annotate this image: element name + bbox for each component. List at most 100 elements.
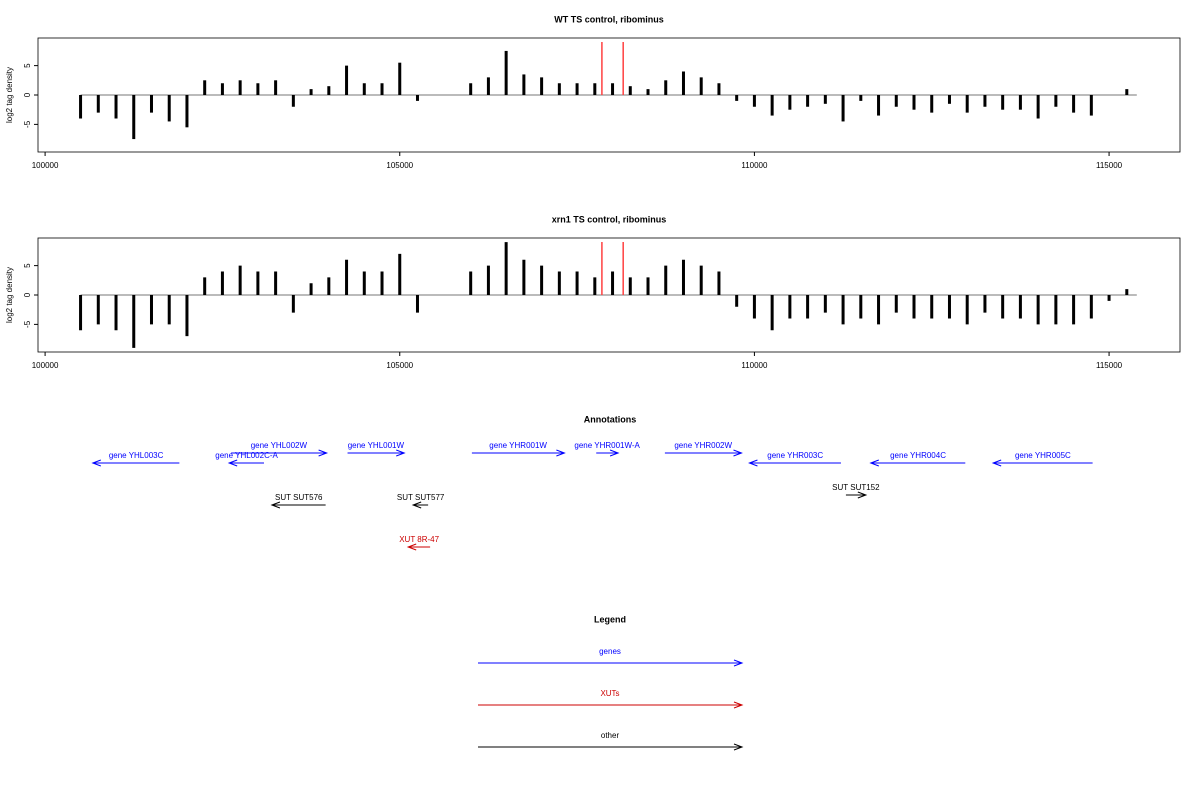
bar <box>965 95 969 113</box>
bar <box>291 295 295 313</box>
bar <box>770 295 774 331</box>
bar <box>930 95 934 113</box>
bar <box>841 295 845 325</box>
feature-arrow-head <box>227 459 238 467</box>
bar <box>912 95 916 110</box>
bar <box>1036 295 1040 325</box>
y-tick-label: -5 <box>23 320 32 328</box>
bar <box>345 259 349 295</box>
bar <box>1072 95 1076 113</box>
bar <box>274 271 278 295</box>
bar <box>947 295 951 319</box>
bar <box>646 89 650 95</box>
bar <box>664 80 668 95</box>
bar <box>238 80 242 95</box>
bar <box>770 95 774 116</box>
feature-label: SUT SUT576 <box>275 493 323 502</box>
feature-arrow-head <box>991 459 1002 467</box>
bar <box>947 95 951 104</box>
bar <box>167 95 171 122</box>
bar <box>522 74 526 95</box>
bar <box>1125 289 1129 295</box>
feature-arrow-head <box>869 459 879 467</box>
bar <box>540 77 544 95</box>
bar <box>1018 295 1022 319</box>
y-tick-label: -5 <box>23 120 32 128</box>
bar <box>345 65 349 95</box>
bar <box>752 95 756 107</box>
bar <box>362 271 366 295</box>
bar <box>752 295 756 319</box>
bar <box>628 277 632 295</box>
bar <box>1001 95 1005 110</box>
feature-arrow-head <box>318 449 329 457</box>
bar <box>469 83 473 95</box>
y-tick-label: 0 <box>23 292 32 297</box>
x-tick-label: 105000 <box>386 161 413 170</box>
bar <box>965 295 969 325</box>
feature-arrow-head <box>91 459 102 467</box>
legend-label: genes <box>599 647 621 656</box>
feature-label: gene YHR004C <box>890 451 946 460</box>
bar <box>664 265 668 295</box>
y-tick-label: 0 <box>23 92 32 97</box>
bar <box>557 271 561 295</box>
bar <box>327 86 331 95</box>
bar <box>504 50 508 95</box>
bar <box>859 95 863 101</box>
bar <box>628 86 632 95</box>
legend-arrow-head <box>733 743 744 751</box>
bar <box>699 77 703 95</box>
bar <box>1054 95 1058 107</box>
bar <box>611 271 615 295</box>
bar <box>114 95 118 119</box>
bar <box>681 259 685 295</box>
bar <box>575 271 579 295</box>
bar <box>79 95 83 119</box>
x-tick-label: 110000 <box>741 161 768 170</box>
bar <box>1001 295 1005 319</box>
feature-label: gene YHR001W <box>489 441 547 450</box>
feature-arrow-head <box>411 501 422 509</box>
bar <box>540 265 544 295</box>
bar <box>1125 89 1129 95</box>
bar <box>486 77 490 95</box>
legend-arrow-head <box>733 701 744 709</box>
bar <box>1036 95 1040 119</box>
bar <box>327 277 331 295</box>
bar <box>735 95 739 101</box>
bar <box>1072 295 1076 325</box>
bar <box>132 295 136 348</box>
feature-label: gene YHL001W <box>348 441 405 450</box>
feature-arrow-head <box>406 543 417 551</box>
bar <box>1107 295 1111 301</box>
bar <box>859 295 863 319</box>
bar <box>309 89 313 95</box>
bar <box>593 277 597 295</box>
x-tick-label: 100000 <box>32 361 59 370</box>
bar <box>646 277 650 295</box>
bar <box>877 295 881 325</box>
bar <box>220 83 224 95</box>
feature-label: gene YHR005C <box>1015 451 1071 460</box>
feature-label: SUT SUT577 <box>397 493 445 502</box>
feature-label: gene YHL002C-A <box>215 451 278 460</box>
bar <box>699 265 703 295</box>
bar <box>185 295 189 337</box>
legend-label: XUTs <box>600 689 619 698</box>
bar <box>930 295 934 319</box>
bar <box>309 283 313 295</box>
bar <box>1018 95 1022 110</box>
bar <box>362 83 366 95</box>
bar <box>823 295 827 313</box>
bar <box>79 295 83 331</box>
panel-title: WT TS control, ribominus <box>554 14 664 24</box>
bar <box>96 95 100 113</box>
bar <box>557 83 561 95</box>
x-tick-label: 115000 <box>1096 361 1123 370</box>
bar <box>291 95 295 107</box>
bar <box>380 271 384 295</box>
bar <box>149 295 153 325</box>
legend-label: other <box>601 731 620 740</box>
